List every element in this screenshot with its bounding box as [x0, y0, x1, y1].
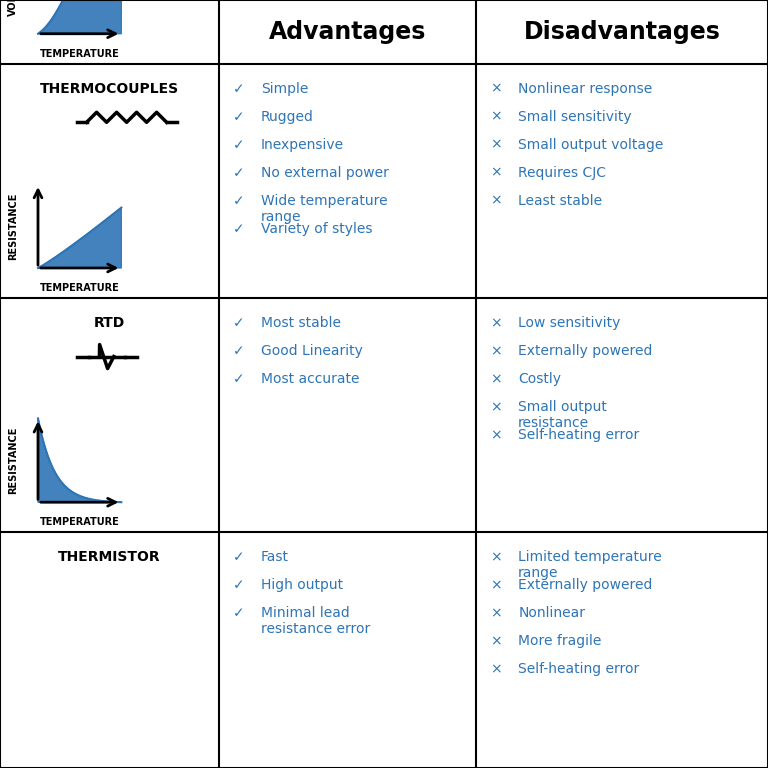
- Text: ✓: ✓: [233, 316, 244, 330]
- Text: Rugged: Rugged: [261, 110, 314, 124]
- Text: Least stable: Least stable: [518, 194, 602, 208]
- Text: ×: ×: [490, 137, 502, 152]
- Text: ✓: ✓: [233, 550, 244, 564]
- Text: ×: ×: [490, 81, 502, 96]
- Text: Self-heating error: Self-heating error: [518, 428, 640, 442]
- Text: ×: ×: [490, 428, 502, 442]
- Text: No external power: No external power: [261, 166, 389, 180]
- Text: RTD: RTD: [94, 316, 125, 330]
- Text: Small output voltage: Small output voltage: [518, 137, 664, 152]
- Text: ×: ×: [490, 634, 502, 648]
- Text: THERMISTOR: THERMISTOR: [58, 550, 161, 564]
- Text: ×: ×: [490, 606, 502, 621]
- Text: ×: ×: [490, 400, 502, 414]
- Text: ×: ×: [490, 166, 502, 180]
- Text: ✓: ✓: [233, 344, 244, 358]
- Text: Inexpensive: Inexpensive: [261, 137, 344, 152]
- Text: Externally powered: Externally powered: [518, 344, 653, 358]
- Text: ✓: ✓: [233, 166, 244, 180]
- Text: Good Linearity: Good Linearity: [261, 344, 362, 358]
- Text: ×: ×: [490, 550, 502, 564]
- Text: ×: ×: [490, 316, 502, 330]
- Text: ×: ×: [490, 662, 502, 677]
- Text: Advantages: Advantages: [269, 20, 426, 44]
- Text: ×: ×: [490, 194, 502, 208]
- Text: ✓: ✓: [233, 222, 244, 236]
- Text: Simple: Simple: [261, 81, 308, 96]
- Text: ×: ×: [490, 372, 502, 386]
- Polygon shape: [38, 0, 121, 34]
- Text: TEMPERATURE: TEMPERATURE: [40, 48, 120, 58]
- Text: Costly: Costly: [518, 372, 561, 386]
- Text: Nonlinear response: Nonlinear response: [518, 81, 652, 96]
- Text: Minimal lead
resistance error: Minimal lead resistance error: [261, 606, 370, 637]
- Text: ✓: ✓: [233, 110, 244, 124]
- Text: Fast: Fast: [261, 550, 289, 564]
- Text: Most stable: Most stable: [261, 316, 341, 330]
- Text: Variety of styles: Variety of styles: [261, 222, 372, 236]
- Text: ✓: ✓: [233, 372, 244, 386]
- Text: Limited temperature
range: Limited temperature range: [518, 550, 662, 581]
- Text: ✓: ✓: [233, 578, 244, 592]
- Text: Most accurate: Most accurate: [261, 372, 359, 386]
- Text: ✓: ✓: [233, 194, 244, 208]
- Text: THERMOCOUPLES: THERMOCOUPLES: [40, 81, 179, 96]
- Text: ×: ×: [490, 578, 502, 592]
- Text: ✓: ✓: [233, 137, 244, 152]
- Text: More fragile: More fragile: [518, 634, 601, 648]
- Polygon shape: [38, 419, 121, 502]
- Polygon shape: [38, 207, 121, 268]
- Text: TEMPERATURE: TEMPERATURE: [40, 517, 120, 527]
- Text: Wide temperature
range: Wide temperature range: [261, 194, 388, 224]
- Text: ×: ×: [490, 344, 502, 358]
- Text: Small output
resistance: Small output resistance: [518, 400, 607, 430]
- Text: VOLTAGE: VOLTAGE: [8, 0, 18, 16]
- Text: RESISTANCE: RESISTANCE: [8, 192, 18, 260]
- Text: RESISTANCE: RESISTANCE: [8, 426, 18, 494]
- Text: Low sensitivity: Low sensitivity: [518, 316, 621, 330]
- Text: ✓: ✓: [233, 81, 244, 96]
- Text: ×: ×: [490, 110, 502, 124]
- Text: Small sensitivity: Small sensitivity: [518, 110, 632, 124]
- Text: High output: High output: [261, 578, 343, 592]
- Text: Externally powered: Externally powered: [518, 578, 653, 592]
- Text: Requires CJC: Requires CJC: [518, 166, 606, 180]
- Text: Disadvantages: Disadvantages: [524, 20, 720, 44]
- Text: Nonlinear: Nonlinear: [518, 606, 585, 621]
- Text: ✓: ✓: [233, 606, 244, 621]
- Text: TEMPERATURE: TEMPERATURE: [40, 283, 120, 293]
- Text: Self-heating error: Self-heating error: [518, 662, 640, 677]
